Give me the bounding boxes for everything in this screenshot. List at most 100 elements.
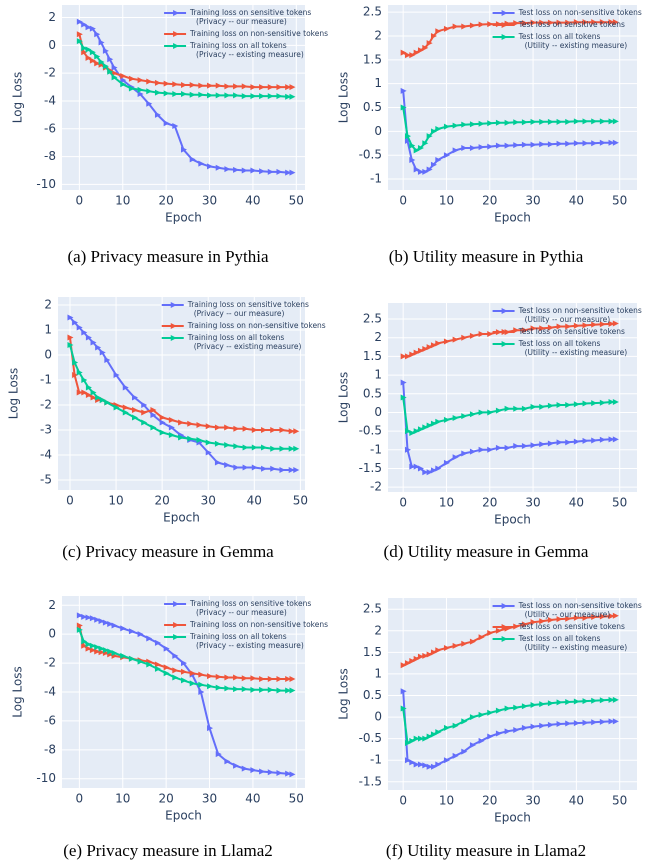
point-marker: [469, 332, 476, 339]
x-tick-label: 50: [612, 496, 627, 510]
y-tick-label: -2: [44, 656, 56, 670]
point-marker: [137, 91, 144, 98]
point-marker: [172, 91, 179, 98]
point-marker: [251, 427, 258, 433]
y-tick-label: -10: [36, 771, 56, 785]
point-marker: [168, 432, 175, 438]
y-tick-label: 0: [48, 38, 56, 52]
legend-line: Test loss on non-sensitive tokens: [518, 601, 642, 610]
x-tick-label: 10: [439, 794, 454, 808]
point-marker: [422, 762, 429, 769]
point-marker: [426, 763, 433, 770]
point-marker: [530, 723, 537, 730]
point-marker: [154, 111, 161, 118]
point-marker: [400, 688, 407, 695]
point-marker: [591, 321, 598, 328]
point-marker: [422, 424, 429, 431]
legend-label: Test loss on sensitive tokens: [518, 20, 625, 29]
y-tick-label: 1.5: [363, 52, 382, 66]
point-marker: [215, 673, 222, 680]
point-marker: [99, 397, 106, 403]
point-marker: [487, 120, 494, 127]
point-marker: [205, 449, 212, 456]
point-marker: [241, 675, 248, 682]
point-marker: [224, 758, 231, 765]
x-tick-label: 40: [569, 194, 584, 208]
point-marker: [137, 86, 144, 93]
point-marker: [163, 90, 170, 97]
point-marker: [478, 634, 485, 641]
x-axis-label: Epoch: [494, 211, 531, 225]
point-marker: [141, 409, 148, 416]
point-marker: [207, 673, 214, 680]
point-marker: [452, 722, 459, 729]
point-marker: [128, 655, 135, 662]
point-marker: [422, 140, 429, 147]
point-marker: [530, 325, 537, 332]
point-marker: [205, 423, 212, 430]
point-marker: [154, 661, 161, 668]
point-marker: [215, 684, 222, 691]
legend-marker: [173, 634, 180, 640]
x-tick-label: 30: [201, 494, 216, 508]
x-tick-label: 10: [439, 194, 454, 208]
x-tick-label: 20: [155, 494, 170, 508]
point-marker: [430, 161, 437, 168]
point-marker: [422, 652, 429, 659]
point-marker: [288, 445, 295, 452]
point-marker: [259, 768, 266, 775]
point-marker: [259, 675, 266, 682]
point-marker: [487, 409, 494, 416]
point-marker: [181, 677, 187, 684]
point-marker: [487, 446, 494, 453]
y-tick-label: -6: [44, 121, 56, 135]
point-marker: [122, 409, 129, 416]
point-marker: [556, 720, 563, 727]
point-marker: [141, 419, 148, 426]
x-tick-label: 30: [202, 194, 217, 208]
point-marker: [521, 141, 528, 148]
point-marker: [452, 23, 459, 30]
y-tick-label: -10: [36, 177, 56, 191]
point-marker: [404, 757, 411, 764]
caption: (c) Privacy measure in Gemma: [62, 542, 274, 561]
point-marker: [521, 443, 528, 450]
x-tick-label: 20: [482, 496, 497, 510]
point-marker: [189, 156, 196, 163]
point-marker: [556, 323, 563, 330]
point-marker: [250, 675, 257, 682]
point-marker: [591, 697, 598, 704]
plot-area: [388, 303, 637, 492]
point-marker: [556, 118, 563, 125]
point-marker: [81, 642, 88, 649]
point-marker: [539, 618, 546, 625]
point-marker: [250, 84, 257, 91]
point-marker: [430, 420, 437, 427]
point-marker: [241, 167, 248, 174]
point-marker: [137, 631, 144, 638]
point-marker: [154, 89, 161, 96]
point-marker: [417, 426, 424, 433]
point-marker: [172, 667, 179, 674]
point-marker: [289, 169, 296, 176]
point-marker: [233, 83, 240, 90]
y-tick-label: 1: [374, 76, 382, 90]
point-marker: [102, 47, 109, 54]
y-tick-label: 1.5: [363, 645, 382, 659]
point-marker: [198, 160, 205, 167]
point-marker: [452, 642, 459, 649]
x-tick-label: 10: [115, 792, 130, 806]
point-marker: [430, 342, 437, 349]
point-marker: [198, 82, 205, 89]
point-marker: [426, 40, 433, 47]
x-tick-label: 50: [289, 194, 304, 208]
y-tick-label: 2.5: [363, 312, 382, 326]
point-marker: [122, 384, 129, 391]
point-marker: [178, 434, 185, 441]
point-marker: [504, 405, 511, 412]
point-marker: [267, 675, 274, 682]
point-marker: [214, 424, 221, 431]
point-marker: [417, 168, 424, 175]
point-marker: [435, 340, 442, 347]
point-marker: [521, 20, 528, 27]
